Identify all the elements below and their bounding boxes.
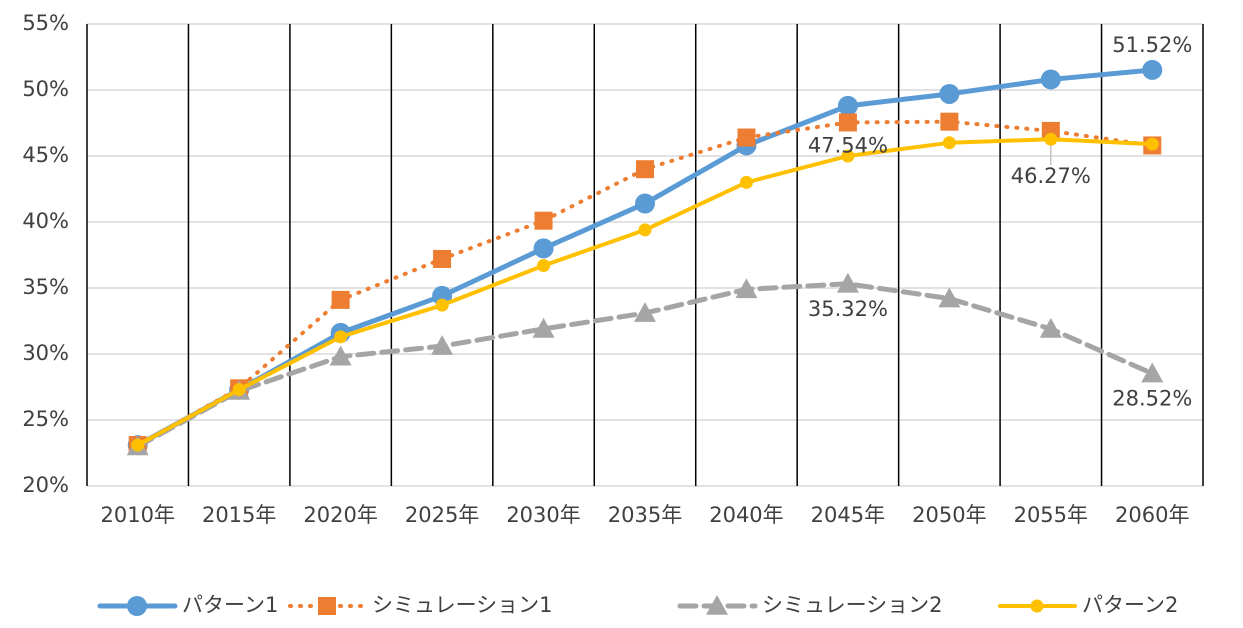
legend-label: パターン2 [1082,593,1178,617]
y-tick-label: 40% [22,209,69,233]
marker [836,272,859,293]
marker [433,249,452,268]
y-tick-label: 50% [22,77,69,101]
marker [534,211,553,230]
x-tick-label: 2025年 [405,503,479,527]
legend-label: パターン1 [182,593,278,617]
legend-item: パターン1 [97,593,278,617]
marker [1040,69,1061,90]
data-label: 35.32% [808,297,888,321]
marker [634,302,656,322]
data-label: 28.52% [1112,387,1192,411]
marker [533,238,554,259]
y-tick-label: 25% [22,407,69,431]
legend-marker [706,595,728,615]
y-tick-label: 30% [22,341,69,365]
marker [939,83,960,104]
marker [838,113,857,132]
marker [334,330,348,344]
y-tick-label: 45% [22,143,69,167]
marker [841,149,855,163]
y-tick-label: 20% [22,473,69,497]
x-tick-label: 2055年 [1014,503,1088,527]
marker [331,290,350,309]
x-tick-label: 2020年 [303,503,377,527]
data-label: 46.27% [1011,164,1091,188]
marker [1141,362,1164,383]
x-tick-label: 2015年 [202,503,276,527]
x-tick-label: 2045年 [811,503,885,527]
legend-marker [127,596,147,616]
marker [232,383,246,397]
marker [435,298,449,312]
marker [537,259,551,273]
marker [1142,59,1163,80]
x-tick-label: 2030年 [506,503,580,527]
marker [636,160,654,179]
marker [638,223,652,237]
marker [1039,317,1062,338]
marker [1145,137,1159,151]
legend-marker [1030,599,1044,613]
legend-marker [318,597,336,615]
marker [938,287,961,308]
legend-item: シミュレーション2 [677,593,943,617]
legend-label: シミュレーション2 [762,593,943,617]
marker [739,175,753,189]
marker [940,112,959,131]
data-label: 51.52% [1112,33,1192,57]
marker [942,136,956,150]
marker [329,345,352,366]
marker [432,285,453,306]
legend-item: シミュレーション1 [288,593,553,617]
marker [635,193,655,214]
data-label: 47.54% [808,133,888,157]
x-tick-label: 2050年 [912,503,986,527]
x-tick-label: 2060年 [1115,503,1189,527]
marker [431,335,454,355]
marker [737,128,756,147]
legend-label: シミュレーション1 [372,593,553,617]
x-tick-label: 2035年 [608,503,682,527]
marker [837,95,858,116]
y-tick-label: 35% [22,275,69,299]
marker [532,317,555,338]
y-tick-label: 55% [22,11,69,35]
marker [735,278,758,299]
x-tick-label: 2010年 [101,503,175,527]
x-tick-label: 2040年 [709,503,783,527]
marker [131,438,145,452]
legend-item: パターン2 [998,593,1178,617]
marker [1044,132,1058,146]
